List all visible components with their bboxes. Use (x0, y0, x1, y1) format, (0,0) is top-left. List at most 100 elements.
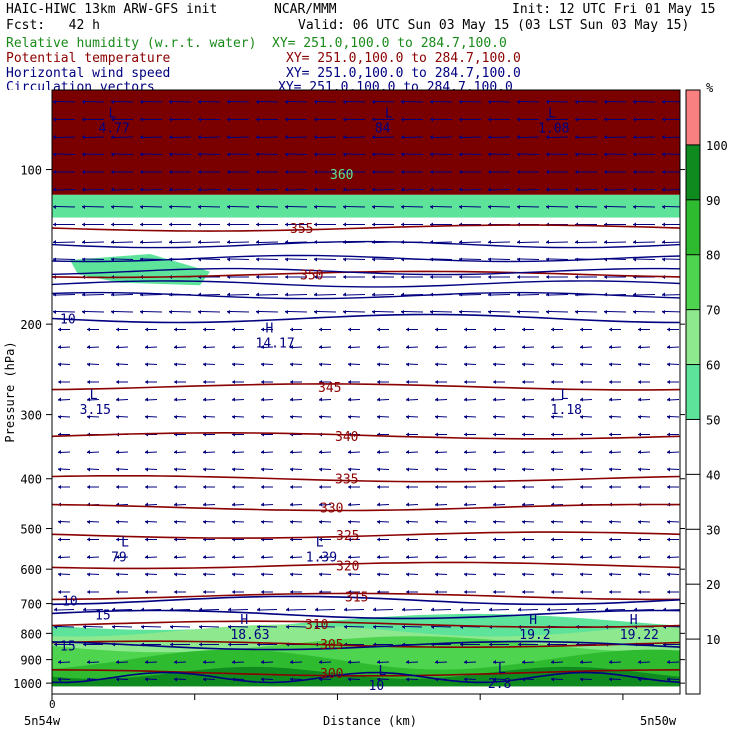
circulation-vector-head (609, 590, 612, 594)
circulation-vector (52, 136, 76, 139)
circulation-vector-head (667, 572, 670, 577)
jet-wind-contour (52, 280, 680, 288)
y-tick-label: 200 (20, 318, 42, 332)
circulation-vector (545, 241, 569, 244)
circulation-vector-head (522, 660, 525, 664)
circulation-vector-head (638, 555, 641, 559)
circulation-vector (226, 153, 250, 155)
circulation-vector-head (257, 607, 260, 612)
circulation-vector-head (314, 117, 317, 122)
circulation-vector (111, 609, 133, 611)
circulation-vector-head (604, 170, 607, 174)
circulation-vector-head (406, 537, 409, 542)
circulation-vector-head (227, 135, 230, 139)
circulation-vector-head (140, 240, 143, 244)
circulation-vector-head (174, 537, 177, 542)
jet-wind-contour (52, 291, 680, 300)
colorbar-tick-label: 90 (706, 194, 720, 208)
circulation-vector-head (604, 117, 607, 122)
circulation-vector-head (493, 362, 496, 367)
circulation-vector-head (58, 415, 61, 419)
circulation-vector-head (604, 100, 607, 104)
circulation-vector-head (285, 170, 288, 174)
circulation-vector (516, 100, 540, 103)
circulation-vector-head (203, 415, 206, 419)
circulation-vector-head (58, 660, 61, 664)
circulation-vector-head (314, 205, 317, 209)
circulation-vector-head (551, 520, 554, 524)
colorbar-tick-label: 100 (706, 139, 728, 153)
circulation-vector (197, 205, 221, 208)
circulation-vector (574, 136, 598, 139)
circulation-vector-head (145, 467, 148, 472)
circulation-vector-head (169, 222, 172, 227)
extremum-value: 19.22 (620, 628, 659, 643)
circulation-vector (400, 310, 424, 313)
circulation-vector-head (145, 362, 148, 367)
circulation-vector-head (348, 572, 351, 577)
circulation-vector (487, 310, 511, 313)
circulation-vector-head (261, 555, 264, 559)
circulation-vector-head (169, 117, 172, 122)
circulation-vector (516, 258, 540, 260)
circulation-vector-head (464, 380, 467, 384)
circulation-vector-head (232, 345, 235, 349)
circulation-vector-head (348, 677, 351, 682)
circulation-vector (140, 625, 162, 628)
circulation-vector-head (551, 590, 554, 594)
circulation-vector-head (256, 222, 259, 227)
circulation-vector-head (522, 450, 525, 454)
colorbar-band (686, 199, 700, 255)
circulation-vector-head (372, 117, 375, 122)
circulation-vector-head (406, 327, 409, 332)
circulation-vector-head (203, 450, 206, 454)
circulation-vector-head (551, 467, 554, 472)
circulation-vector (458, 205, 482, 208)
circulation-vector-head (116, 380, 119, 384)
circulation-vector-head (377, 380, 380, 384)
circulation-vector-head (464, 467, 467, 472)
circulation-vector (545, 205, 569, 208)
circulation-vector-head (406, 380, 409, 384)
circulation-vector-head (87, 467, 90, 472)
x-start-label: 5n54w (24, 714, 61, 728)
circulation-vector-head (406, 432, 409, 437)
circulation-vector (226, 241, 250, 244)
circulation-vector-head (609, 485, 612, 489)
circulation-vector-head (261, 520, 264, 524)
circulation-vector-head (493, 555, 496, 559)
circulation-vector-head (232, 327, 235, 332)
circulation-vector (343, 609, 365, 611)
circulation-vector-head (575, 170, 578, 174)
circulation-vector-head (459, 170, 462, 174)
circulation-vector-head (638, 520, 641, 524)
circulation-vector-head (493, 537, 496, 542)
circulation-vector-head (58, 677, 61, 682)
circulation-vector (603, 153, 627, 155)
circulation-vector-head (373, 607, 376, 612)
circulation-vector (52, 189, 76, 191)
circulation-vector-head (203, 502, 206, 507)
circulation-vector (661, 100, 680, 103)
circulation-vector-head (459, 117, 462, 122)
circulation-vector-head (580, 397, 583, 402)
y-tick-label: 700 (20, 598, 42, 612)
circulation-vector (487, 258, 511, 260)
circulation-vector-head (145, 660, 148, 664)
circulation-vector-head (261, 450, 264, 454)
circulation-vector-head (285, 310, 288, 314)
circulation-vector (458, 258, 482, 260)
circulation-vector (226, 310, 250, 313)
extremum-value: 14.17 (256, 336, 295, 351)
circulation-vector-head (58, 572, 61, 577)
circulation-vector (459, 609, 481, 611)
circulation-vector-head (169, 205, 172, 209)
theta-contour-label: 355 (290, 222, 313, 237)
circulation-vector-head (58, 520, 61, 524)
circulation-vector-head (667, 537, 670, 542)
circulation-vector-head (82, 170, 85, 174)
circulation-vector (255, 153, 279, 155)
circulation-vector (429, 205, 453, 208)
circulation-vector (632, 100, 656, 103)
circulation-vector-head (464, 502, 467, 507)
